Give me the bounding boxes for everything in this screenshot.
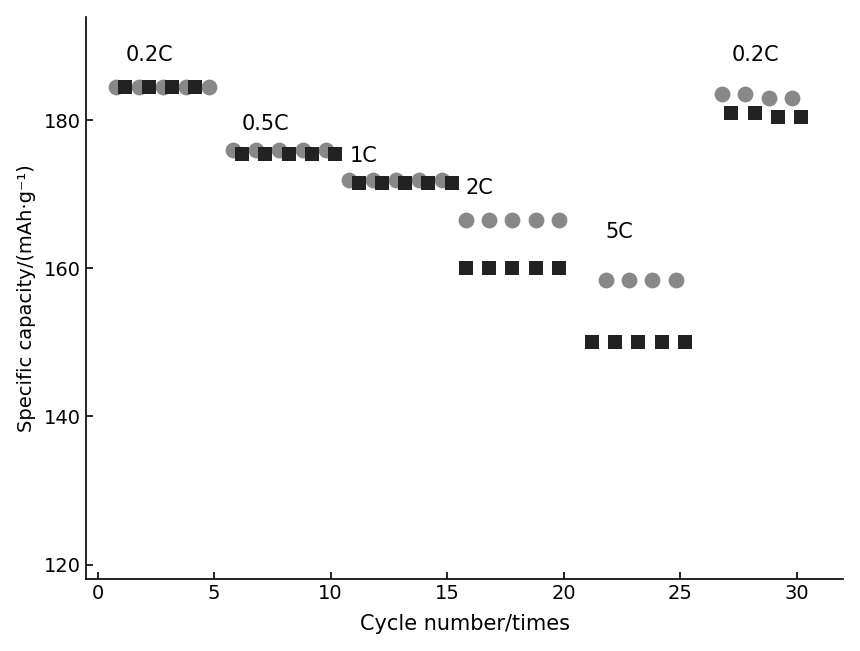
Point <box>459 263 473 273</box>
Point <box>725 107 739 118</box>
Point <box>179 82 193 92</box>
Point <box>226 145 240 155</box>
Point <box>631 337 645 348</box>
Point <box>142 82 156 92</box>
Text: 1C: 1C <box>349 146 377 166</box>
Point <box>165 82 179 92</box>
Point <box>716 89 729 100</box>
Point <box>552 215 566 225</box>
Point <box>482 263 496 273</box>
Text: 5C: 5C <box>605 223 633 242</box>
X-axis label: Cycle number/times: Cycle number/times <box>359 615 569 634</box>
Point <box>119 82 132 92</box>
Point <box>398 178 412 188</box>
Point <box>282 148 296 159</box>
Point <box>599 274 612 284</box>
Point <box>188 82 202 92</box>
Y-axis label: Specific capacity/(mAh·g⁻¹): Specific capacity/(mAh·g⁻¹) <box>16 164 35 432</box>
Point <box>235 148 249 159</box>
Point <box>412 174 426 185</box>
Text: 0.2C: 0.2C <box>732 45 779 65</box>
Point <box>389 174 402 185</box>
Point <box>529 263 543 273</box>
Point <box>459 215 473 225</box>
Point <box>202 82 216 92</box>
Point <box>435 174 449 185</box>
Point <box>668 274 682 284</box>
Point <box>552 263 566 273</box>
Point <box>608 337 622 348</box>
Point <box>785 93 799 104</box>
Point <box>748 107 762 118</box>
Point <box>654 337 668 348</box>
Point <box>771 111 785 122</box>
Point <box>305 148 319 159</box>
Point <box>622 274 636 284</box>
Point <box>109 82 123 92</box>
Point <box>259 148 273 159</box>
Point <box>585 337 599 348</box>
Point <box>762 93 776 104</box>
Point <box>342 174 356 185</box>
Point <box>329 148 342 159</box>
Point <box>273 145 286 155</box>
Point <box>249 145 263 155</box>
Point <box>529 215 543 225</box>
Point <box>739 89 752 100</box>
Point <box>482 215 496 225</box>
Point <box>445 178 458 188</box>
Point <box>352 178 365 188</box>
Point <box>678 337 691 348</box>
Point <box>421 178 435 188</box>
Point <box>506 215 519 225</box>
Point <box>506 263 519 273</box>
Text: 2C: 2C <box>466 178 494 198</box>
Point <box>132 82 146 92</box>
Point <box>319 145 333 155</box>
Point <box>366 174 379 185</box>
Point <box>645 274 659 284</box>
Point <box>795 111 808 122</box>
Text: 0.2C: 0.2C <box>126 45 173 65</box>
Point <box>156 82 169 92</box>
Text: 0.5C: 0.5C <box>242 114 290 133</box>
Point <box>375 178 389 188</box>
Point <box>296 145 310 155</box>
